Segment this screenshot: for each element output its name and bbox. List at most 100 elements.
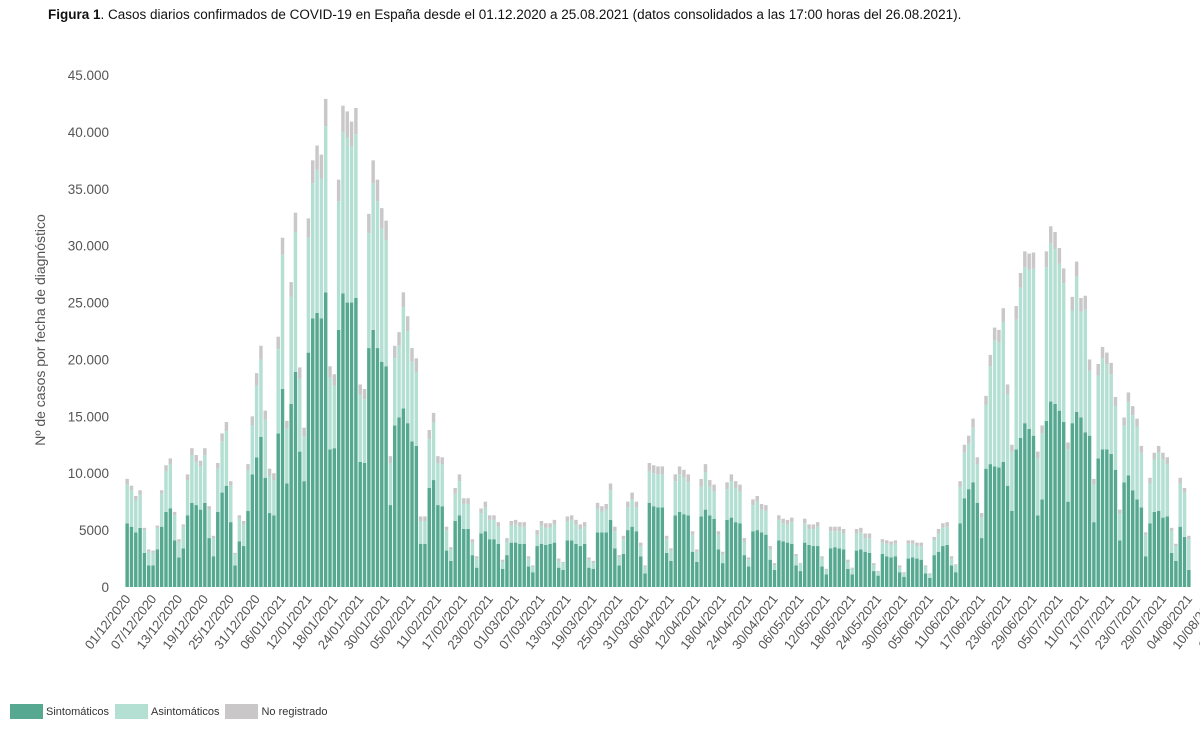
- bar-asymptomatic: [552, 524, 557, 543]
- bar-not-registered: [250, 416, 255, 426]
- bar-asymptomatic: [349, 146, 354, 303]
- bar-symptomatic: [772, 569, 777, 587]
- bar-symptomatic: [384, 366, 388, 587]
- bar-asymptomatic: [686, 482, 690, 516]
- bar-symptomatic: [954, 572, 958, 587]
- bar-asymptomatic: [151, 552, 155, 566]
- bar-not-registered: [172, 511, 177, 516]
- bar-not-registered: [453, 488, 457, 494]
- bar-symptomatic: [1040, 499, 1044, 587]
- bar-asymptomatic: [725, 489, 729, 520]
- bar-asymptomatic: [466, 503, 470, 529]
- bar-not-registered: [893, 540, 898, 544]
- bar-asymptomatic: [328, 377, 332, 450]
- legend-item-asymptomatic: Asintomáticos: [114, 704, 219, 719]
- bar-asymptomatic: [863, 538, 867, 552]
- bar-symptomatic: [854, 550, 859, 587]
- bar-symptomatic: [526, 566, 531, 587]
- legend-swatch-asymptomatic: [114, 704, 148, 719]
- bar-not-registered: [699, 478, 703, 487]
- bar-symptomatic: [1139, 507, 1144, 587]
- bar-asymptomatic: [651, 473, 656, 507]
- bar-asymptomatic: [397, 345, 401, 418]
- bar-symptomatic: [349, 302, 354, 587]
- y-tick-label: 45.000: [68, 68, 109, 83]
- bar-asymptomatic: [289, 296, 293, 404]
- bar-asymptomatic: [945, 526, 949, 545]
- bar-not-registered: [233, 552, 237, 555]
- bar-not-registered: [686, 474, 690, 483]
- bar-not-registered: [302, 427, 306, 437]
- bar-asymptomatic: [841, 533, 846, 550]
- bar-not-registered: [725, 482, 729, 490]
- bar-asymptomatic: [233, 554, 237, 566]
- bar-symptomatic: [824, 574, 829, 587]
- bar-not-registered: [574, 519, 578, 525]
- bar-asymptomatic: [388, 462, 393, 506]
- bar-asymptomatic: [954, 565, 958, 573]
- bar-symptomatic: [293, 371, 298, 587]
- bar-not-registered: [1057, 247, 1062, 264]
- bar-not-registered: [155, 525, 160, 528]
- figure-number: Figura 1: [48, 7, 101, 22]
- bar-symptomatic: [997, 467, 1001, 587]
- bar-symptomatic: [518, 543, 522, 587]
- bar-not-registered: [751, 499, 755, 506]
- bar-asymptomatic: [487, 519, 492, 540]
- bar-not-registered: [267, 468, 272, 476]
- bar-symptomatic: [453, 521, 457, 587]
- bar-symptomatic: [1109, 453, 1113, 587]
- bar-asymptomatic: [971, 427, 975, 483]
- bar-symptomatic: [224, 485, 229, 587]
- bar-asymptomatic: [846, 561, 850, 569]
- bar-symptomatic: [897, 572, 902, 587]
- bar-symptomatic: [259, 436, 263, 587]
- bar-asymptomatic: [1152, 459, 1157, 512]
- bar-asymptomatic: [198, 466, 203, 510]
- bar-symptomatic: [958, 523, 962, 587]
- bar-not-registered: [1118, 509, 1122, 514]
- bar-not-registered: [923, 565, 928, 567]
- bar-not-registered: [561, 561, 565, 564]
- bar-symptomatic: [280, 389, 285, 587]
- bar-asymptomatic: [1169, 531, 1174, 553]
- bar-not-registered: [932, 536, 936, 541]
- bar-not-registered: [1148, 477, 1152, 484]
- bar-not-registered: [626, 501, 630, 508]
- bar-symptomatic: [677, 511, 682, 587]
- bar-not-registered: [151, 550, 155, 553]
- bar-asymptomatic: [211, 538, 216, 557]
- bar-not-registered: [479, 508, 483, 514]
- bar-asymptomatic: [621, 539, 626, 554]
- bar-asymptomatic: [436, 462, 440, 506]
- bar-not-registered: [651, 465, 656, 474]
- bar-not-registered: [125, 478, 129, 485]
- bar-symptomatic: [1161, 517, 1165, 587]
- bar-symptomatic: [1057, 410, 1062, 587]
- bar-not-registered: [423, 516, 427, 522]
- bar-asymptomatic: [1083, 309, 1087, 433]
- bar-not-registered: [1053, 232, 1057, 250]
- bar-not-registered: [604, 503, 608, 510]
- bar-symptomatic: [803, 542, 807, 587]
- bar-symptomatic: [194, 505, 198, 587]
- bar-asymptomatic: [241, 524, 246, 547]
- bar-symptomatic: [1014, 449, 1018, 587]
- bar-not-registered: [483, 501, 488, 508]
- bar-symptomatic: [552, 542, 557, 587]
- bar-not-registered: [815, 522, 820, 527]
- bar-symptomatic: [863, 551, 867, 587]
- bar-asymptomatic: [1010, 451, 1014, 511]
- bar-symptomatic: [712, 518, 716, 587]
- bar-asymptomatic: [962, 452, 967, 499]
- bar-asymptomatic: [311, 183, 315, 319]
- bar-not-registered: [341, 105, 345, 132]
- bar-symptomatic: [345, 302, 349, 587]
- bar-asymptomatic: [815, 526, 820, 547]
- bar-symptomatic: [1113, 469, 1118, 587]
- bar-asymptomatic: [129, 490, 134, 527]
- bar-not-registered: [759, 503, 764, 510]
- y-axis-ticks: 0 5000 10.000 15.000 20.000 25.000 30.000 35.00…: [68, 68, 109, 595]
- bar-asymptomatic: [785, 524, 790, 543]
- bar-not-registered: [496, 522, 501, 527]
